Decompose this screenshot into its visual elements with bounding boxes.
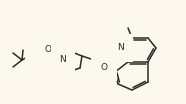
Text: O: O [44,45,52,53]
Text: N: N [60,56,66,64]
Text: O: O [100,63,108,72]
Text: N: N [118,43,124,53]
Text: O: O [34,48,41,56]
